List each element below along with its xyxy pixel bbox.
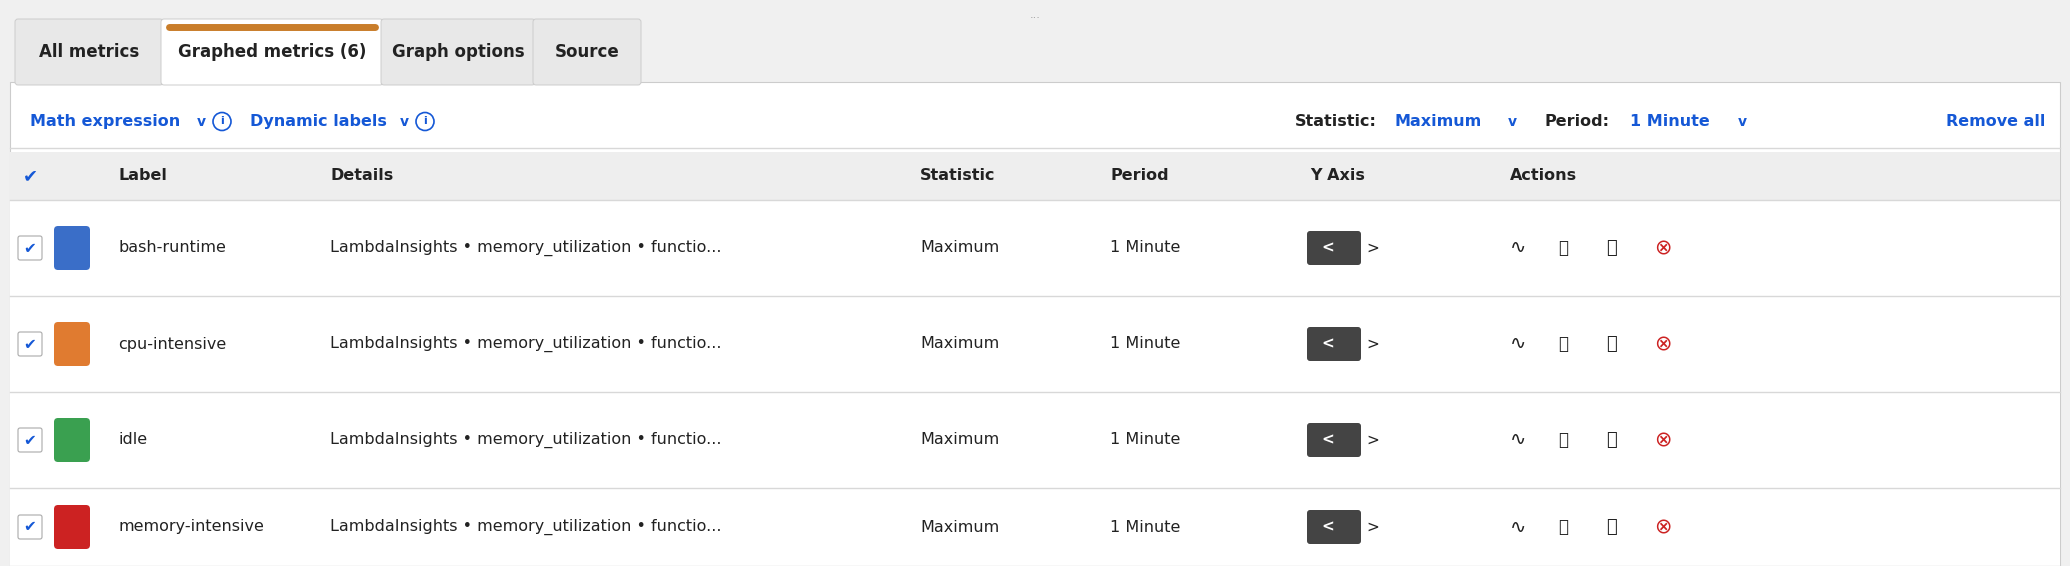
Text: idle: idle — [118, 432, 147, 448]
Text: Period:: Period: — [1544, 114, 1610, 129]
Text: >: > — [1366, 337, 1379, 351]
Text: 🔔: 🔔 — [1559, 518, 1567, 536]
Text: 1 Minute: 1 Minute — [1629, 114, 1710, 129]
FancyBboxPatch shape — [1306, 327, 1360, 361]
Bar — [10, 152, 2060, 200]
Text: <: < — [1323, 337, 1335, 351]
Text: cpu-intensive: cpu-intensive — [118, 337, 226, 351]
Text: All metrics: All metrics — [39, 43, 139, 61]
Text: <: < — [1323, 432, 1335, 448]
Text: memory-intensive: memory-intensive — [118, 520, 263, 534]
FancyBboxPatch shape — [532, 19, 642, 85]
Text: v: v — [1739, 114, 1747, 128]
Bar — [10, 296, 2060, 392]
Text: Dynamic labels: Dynamic labels — [250, 114, 387, 129]
Text: Maximum: Maximum — [919, 520, 1000, 534]
FancyBboxPatch shape — [54, 418, 89, 462]
Text: ✔: ✔ — [23, 432, 37, 448]
Text: Maximum: Maximum — [919, 241, 1000, 255]
Text: 🔔: 🔔 — [1559, 335, 1567, 353]
Text: ⧉: ⧉ — [1606, 431, 1617, 449]
Text: Graph options: Graph options — [391, 43, 524, 61]
Text: Y Axis: Y Axis — [1310, 169, 1364, 183]
Text: Actions: Actions — [1509, 169, 1577, 183]
Text: i: i — [422, 117, 426, 126]
Text: ✔: ✔ — [23, 167, 37, 185]
Text: LambdaInsights • memory_utilization • functio...: LambdaInsights • memory_utilization • fu… — [329, 240, 722, 256]
Text: ∿: ∿ — [1509, 238, 1526, 258]
Text: Period: Period — [1110, 169, 1170, 183]
Text: LambdaInsights • memory_utilization • functio...: LambdaInsights • memory_utilization • fu… — [329, 519, 722, 535]
Text: ✔: ✔ — [23, 520, 37, 534]
Text: i: i — [219, 117, 224, 126]
Text: 🔔: 🔔 — [1559, 431, 1567, 449]
Text: <: < — [1323, 241, 1335, 255]
Text: >: > — [1366, 241, 1379, 255]
Text: ∿: ∿ — [1509, 335, 1526, 354]
Text: 1 Minute: 1 Minute — [1110, 520, 1180, 534]
Text: ∿: ∿ — [1509, 431, 1526, 449]
FancyBboxPatch shape — [54, 505, 89, 549]
FancyBboxPatch shape — [54, 322, 89, 366]
FancyBboxPatch shape — [1306, 231, 1360, 265]
Text: bash-runtime: bash-runtime — [118, 241, 226, 255]
Text: v: v — [1509, 114, 1517, 128]
FancyBboxPatch shape — [19, 515, 41, 539]
Text: ✔: ✔ — [23, 337, 37, 351]
Text: ∿: ∿ — [1509, 517, 1526, 537]
Text: ⊗: ⊗ — [1654, 517, 1670, 537]
Text: v: v — [197, 114, 207, 128]
Text: Label: Label — [118, 169, 168, 183]
Text: ⧉: ⧉ — [1606, 335, 1617, 353]
Text: Maximum: Maximum — [1395, 114, 1482, 129]
FancyBboxPatch shape — [381, 19, 534, 85]
FancyBboxPatch shape — [1306, 423, 1360, 457]
Text: Remove all: Remove all — [1946, 114, 2045, 129]
FancyBboxPatch shape — [14, 19, 164, 85]
Text: Math expression: Math expression — [29, 114, 180, 129]
Text: ⧉: ⧉ — [1606, 239, 1617, 257]
Text: Maximum: Maximum — [919, 337, 1000, 351]
Text: ...: ... — [1029, 10, 1041, 20]
Text: 1 Minute: 1 Minute — [1110, 337, 1180, 351]
Text: Statistic:: Statistic: — [1296, 114, 1377, 129]
Bar — [10, 488, 2060, 566]
FancyBboxPatch shape — [54, 226, 89, 270]
Text: LambdaInsights • memory_utilization • functio...: LambdaInsights • memory_utilization • fu… — [329, 336, 722, 352]
FancyBboxPatch shape — [161, 19, 383, 85]
Text: Source: Source — [555, 43, 619, 61]
Text: >: > — [1366, 520, 1379, 534]
Text: Details: Details — [329, 169, 393, 183]
FancyBboxPatch shape — [1306, 510, 1360, 544]
Text: LambdaInsights • memory_utilization • functio...: LambdaInsights • memory_utilization • fu… — [329, 432, 722, 448]
Text: ⧉: ⧉ — [1606, 518, 1617, 536]
Text: Graphed metrics (6): Graphed metrics (6) — [178, 43, 366, 61]
FancyBboxPatch shape — [19, 428, 41, 452]
Text: >: > — [1366, 432, 1379, 448]
Text: ⊗: ⊗ — [1654, 334, 1670, 354]
Bar — [10, 392, 2060, 488]
Text: v: v — [400, 114, 410, 128]
Bar — [10, 82, 2060, 566]
Text: <: < — [1323, 520, 1335, 534]
Bar — [10, 200, 2060, 296]
Text: ⊗: ⊗ — [1654, 238, 1670, 258]
Text: 🔔: 🔔 — [1559, 239, 1567, 257]
Text: 1 Minute: 1 Minute — [1110, 241, 1180, 255]
FancyBboxPatch shape — [19, 236, 41, 260]
Text: 1 Minute: 1 Minute — [1110, 432, 1180, 448]
Text: ✔: ✔ — [23, 241, 37, 255]
FancyBboxPatch shape — [19, 332, 41, 356]
Text: ⊗: ⊗ — [1654, 430, 1670, 450]
Text: Maximum: Maximum — [919, 432, 1000, 448]
Text: Statistic: Statistic — [919, 169, 996, 183]
